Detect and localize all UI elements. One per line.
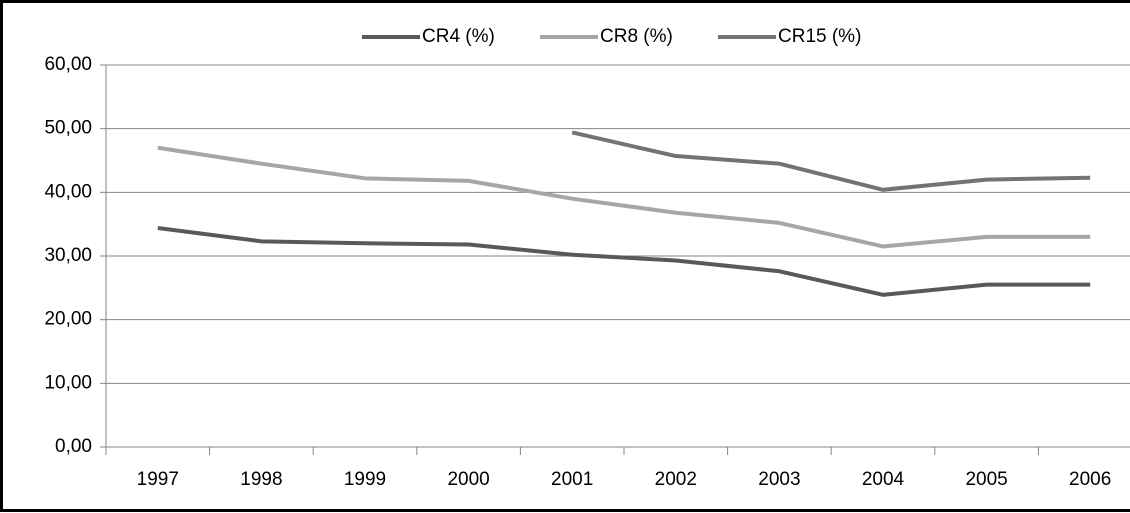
legend-label: CR15 (%): [778, 26, 861, 47]
x-tick-label: 2006: [1069, 469, 1111, 490]
y-tick-label: 20,00: [44, 309, 92, 330]
x-tick-label: 1999: [344, 469, 386, 490]
x-tick-label: 1998: [240, 469, 282, 490]
y-tick-label: 30,00: [44, 245, 92, 266]
x-tick-label: 2004: [862, 469, 905, 490]
x-tick-label: 2005: [965, 469, 1007, 490]
y-tick-label: 10,00: [44, 372, 92, 393]
legend-label: CR4 (%): [422, 26, 495, 47]
y-tick-label: 50,00: [44, 118, 92, 139]
legend-label: CR8 (%): [600, 26, 673, 47]
x-tick-label: 2003: [758, 469, 800, 490]
y-tick-label: 40,00: [44, 181, 92, 202]
x-tick-label: 2002: [655, 469, 697, 490]
series-line: [571, 130, 1091, 192]
y-tick-label: 0,00: [55, 436, 92, 457]
x-tick-label: 2001: [551, 469, 593, 490]
x-tick-label: 2000: [447, 469, 489, 490]
series-line: [157, 145, 1091, 249]
y-tick-label: 60,00: [44, 54, 92, 75]
x-tick-label: 1997: [137, 469, 179, 490]
series-line: [157, 226, 1091, 297]
